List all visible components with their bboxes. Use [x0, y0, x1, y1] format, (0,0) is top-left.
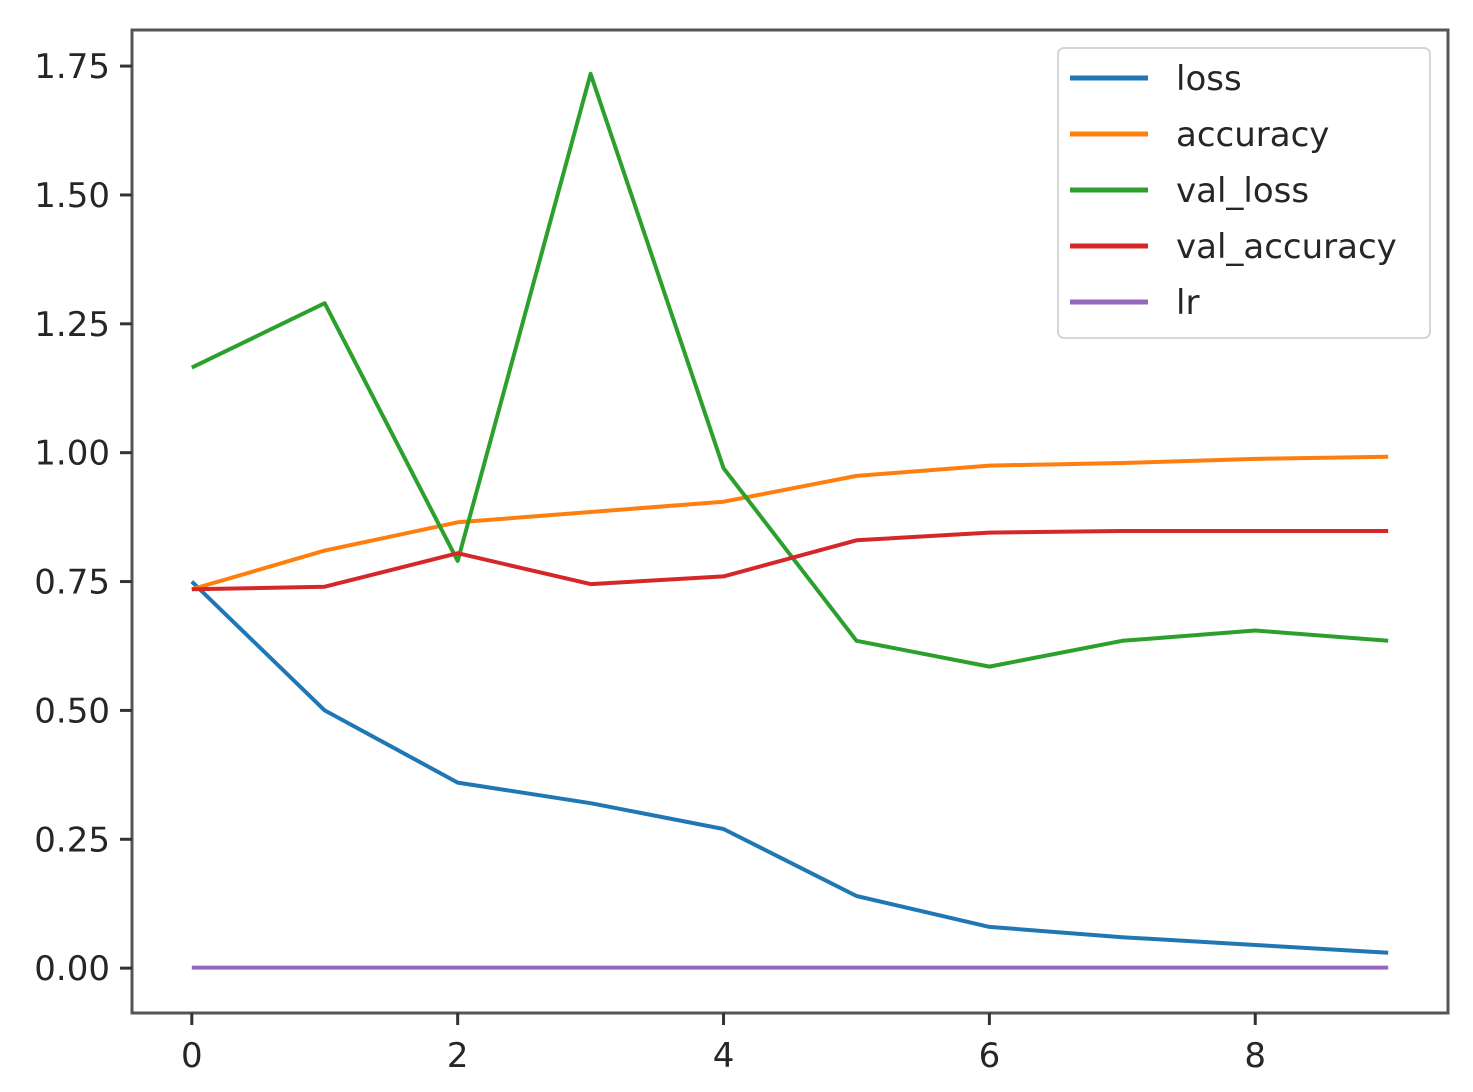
- legend-box: [1057, 47, 1431, 339]
- series-line-val-loss: [190, 71, 1389, 669]
- x-tick-label: 2: [447, 1036, 469, 1076]
- x-tick-label: 4: [713, 1036, 735, 1076]
- series-line-loss: [190, 580, 1389, 955]
- legend-label-val-accuracy: val_accuracy: [1176, 227, 1397, 267]
- plot-frame: [130, 28, 1450, 1015]
- legend-label-val-loss: val_loss: [1176, 171, 1309, 211]
- y-tick-label: 1.75: [34, 47, 110, 87]
- legend-label-accuracy: accuracy: [1176, 115, 1329, 155]
- x-tick-label: 6: [979, 1036, 1001, 1076]
- legend-label-lr: lr: [1176, 283, 1199, 323]
- series-layer: [190, 71, 1389, 970]
- y-tick-label: 1.50: [34, 176, 110, 216]
- y-tick-label: 0.50: [34, 691, 110, 731]
- y-tick-label: 0.75: [34, 563, 110, 603]
- x-tick-label: 0: [181, 1036, 203, 1076]
- legend-label-loss: loss: [1176, 59, 1242, 99]
- y-tick-label: 0.00: [34, 949, 110, 989]
- series-line-accuracy: [191, 454, 1389, 592]
- series-line-val-accuracy: [191, 529, 1389, 592]
- y-tick-label: 1.00: [34, 434, 110, 474]
- y-tick-label: 1.25: [34, 305, 110, 345]
- axis-layer: 0.00 0.25 0.50 0.75 1.00 1.25 1.50 1.75 0 2 4 6 8: [34, 47, 1266, 1076]
- y-tick-label: 0.25: [34, 820, 110, 860]
- x-tick-label: 8: [1244, 1036, 1266, 1076]
